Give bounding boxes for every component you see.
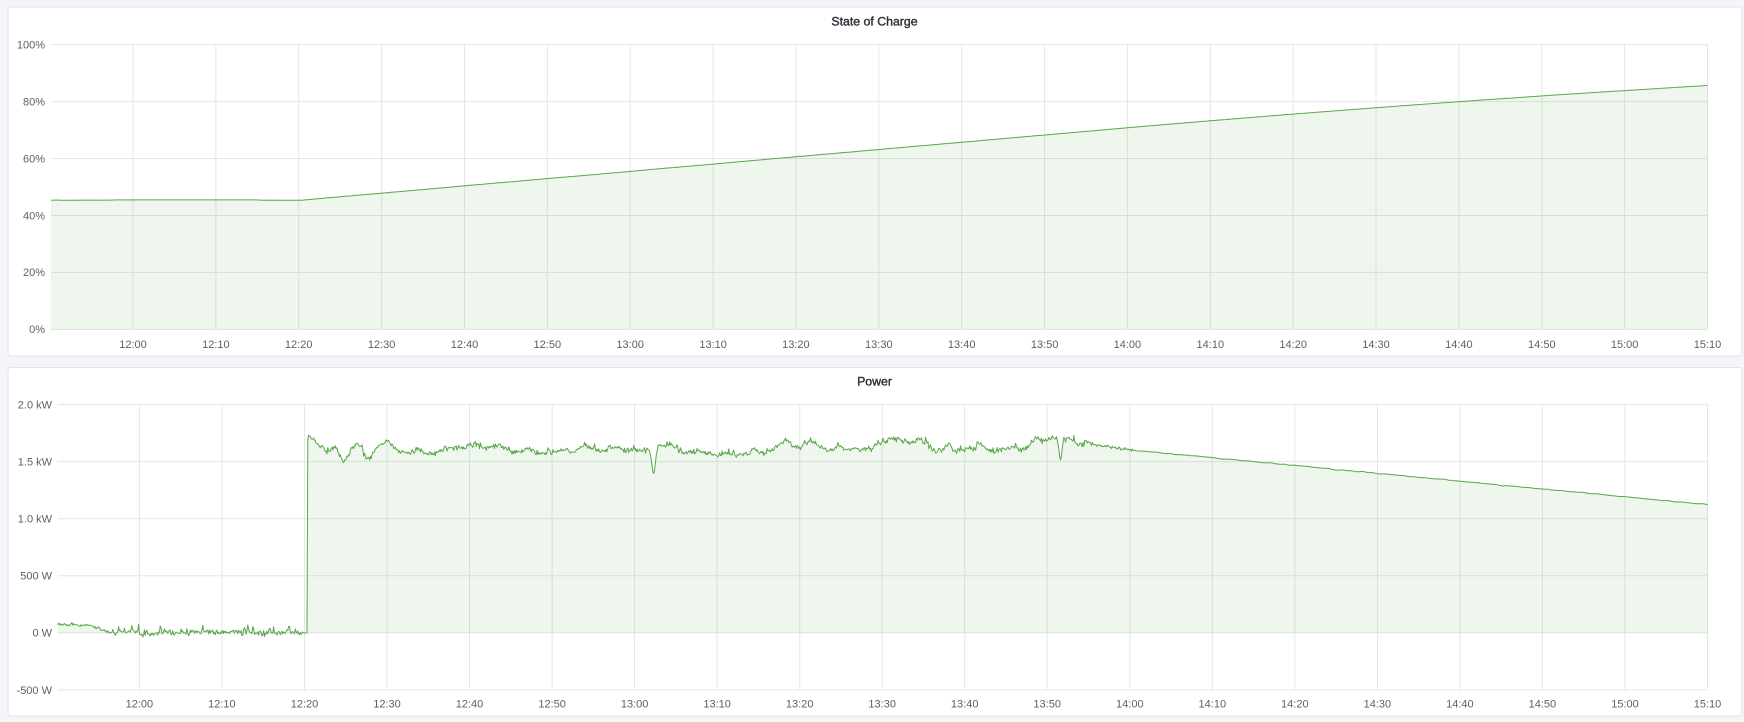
svg-text:12:50: 12:50 xyxy=(538,699,566,711)
svg-text:13:10: 13:10 xyxy=(703,699,731,711)
svg-text:12:20: 12:20 xyxy=(285,339,313,351)
svg-text:14:10: 14:10 xyxy=(1197,339,1225,351)
svg-text:12:50: 12:50 xyxy=(534,339,562,351)
svg-text:20%: 20% xyxy=(23,267,45,279)
svg-text:13:40: 13:40 xyxy=(948,339,976,351)
svg-text:13:50: 13:50 xyxy=(1033,699,1061,711)
svg-text:12:30: 12:30 xyxy=(373,699,401,711)
svg-text:13:20: 13:20 xyxy=(782,339,810,351)
svg-text:15:10: 15:10 xyxy=(1694,699,1722,711)
svg-text:12:00: 12:00 xyxy=(119,339,147,351)
svg-text:State of Charge: State of Charge xyxy=(831,15,917,29)
svg-text:13:40: 13:40 xyxy=(951,699,979,711)
svg-text:15:00: 15:00 xyxy=(1611,339,1639,351)
svg-text:12:10: 12:10 xyxy=(208,699,236,711)
svg-text:14:40: 14:40 xyxy=(1446,699,1474,711)
svg-text:14:00: 14:00 xyxy=(1116,699,1144,711)
svg-text:100%: 100% xyxy=(17,39,45,51)
svg-text:14:40: 14:40 xyxy=(1445,339,1473,351)
svg-text:1.5 kW: 1.5 kW xyxy=(18,456,53,468)
svg-text:14:20: 14:20 xyxy=(1281,699,1309,711)
svg-text:14:00: 14:00 xyxy=(1114,339,1142,351)
svg-text:12:20: 12:20 xyxy=(291,699,319,711)
svg-text:15:00: 15:00 xyxy=(1611,699,1639,711)
svg-text:14:30: 14:30 xyxy=(1362,339,1390,351)
svg-text:15:10: 15:10 xyxy=(1694,339,1722,351)
svg-text:14:20: 14:20 xyxy=(1279,339,1307,351)
svg-text:Power: Power xyxy=(857,375,892,389)
svg-text:2.0 kW: 2.0 kW xyxy=(18,399,53,411)
svg-text:13:30: 13:30 xyxy=(865,339,893,351)
svg-text:13:50: 13:50 xyxy=(1031,339,1059,351)
svg-text:12:40: 12:40 xyxy=(451,339,479,351)
svg-text:13:00: 13:00 xyxy=(616,339,644,351)
svg-text:80%: 80% xyxy=(23,96,45,108)
svg-text:12:10: 12:10 xyxy=(202,339,230,351)
svg-text:13:10: 13:10 xyxy=(699,339,727,351)
svg-text:60%: 60% xyxy=(23,153,45,165)
svg-text:40%: 40% xyxy=(23,210,45,222)
svg-text:12:30: 12:30 xyxy=(368,339,396,351)
svg-text:13:00: 13:00 xyxy=(621,699,649,711)
svg-text:14:30: 14:30 xyxy=(1364,699,1392,711)
svg-text:-500 W: -500 W xyxy=(17,685,53,697)
svg-text:14:10: 14:10 xyxy=(1199,699,1227,711)
svg-text:12:40: 12:40 xyxy=(456,699,484,711)
svg-text:0 W: 0 W xyxy=(32,628,52,640)
svg-text:1.0 kW: 1.0 kW xyxy=(18,514,53,526)
svg-text:0%: 0% xyxy=(29,324,45,336)
svg-text:13:30: 13:30 xyxy=(868,699,896,711)
svg-text:14:50: 14:50 xyxy=(1528,339,1556,351)
svg-text:500 W: 500 W xyxy=(20,571,52,583)
svg-text:12:00: 12:00 xyxy=(126,699,154,711)
svg-text:14:50: 14:50 xyxy=(1529,699,1557,711)
svg-text:13:20: 13:20 xyxy=(786,699,814,711)
